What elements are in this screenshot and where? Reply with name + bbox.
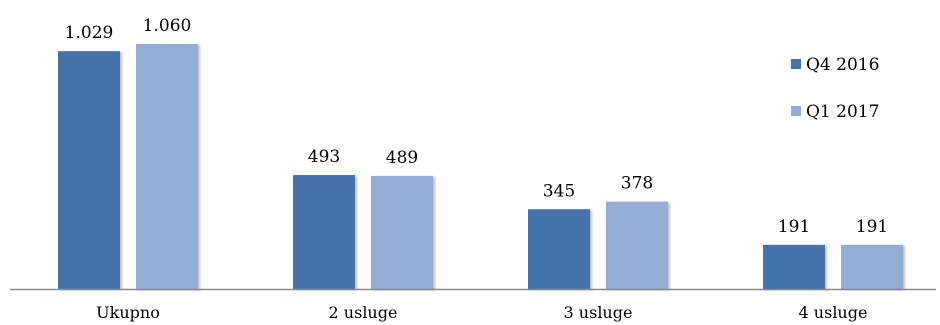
bar-2-usluge-series-2 [371,175,433,289]
bar-4-usluge-series-1 [763,244,825,289]
value-label: 191 [856,217,888,237]
value-label: 378 [621,174,653,194]
category-label: 4 usluge [799,303,868,322]
category-labels-group: Ukupno 2 usluge 3 usluge 4 usluge [96,303,867,322]
value-label: 1.029 [65,23,114,43]
legend-swatch-series-1 [791,59,801,69]
bar-3-usluge-series-1 [528,209,590,289]
value-label: 191 [778,217,810,237]
bar-ukupno-series-2 [136,44,198,289]
bars-group [58,44,903,289]
legend: Q4 2016 Q1 2017 [791,55,879,122]
bar-ukupno-series-1 [58,51,120,289]
category-label: 3 usluge [564,303,633,322]
value-labels-group: 1.029 1.060 493 489 345 378 191 191 [65,16,889,237]
value-label: 345 [543,181,575,201]
bar-3-usluge-series-2 [606,201,668,289]
legend-label: Q1 2017 [806,102,879,122]
value-label: 489 [386,148,418,168]
value-label: 1.060 [143,16,192,36]
legend-swatch-series-2 [791,106,801,116]
bar-2-usluge-series-1 [293,175,355,289]
legend-label: Q4 2016 [806,55,879,75]
category-label: Ukupno [96,303,160,322]
bar-4-usluge-series-2 [841,244,903,289]
value-label: 493 [308,147,340,167]
category-label: 2 usluge [329,303,398,322]
